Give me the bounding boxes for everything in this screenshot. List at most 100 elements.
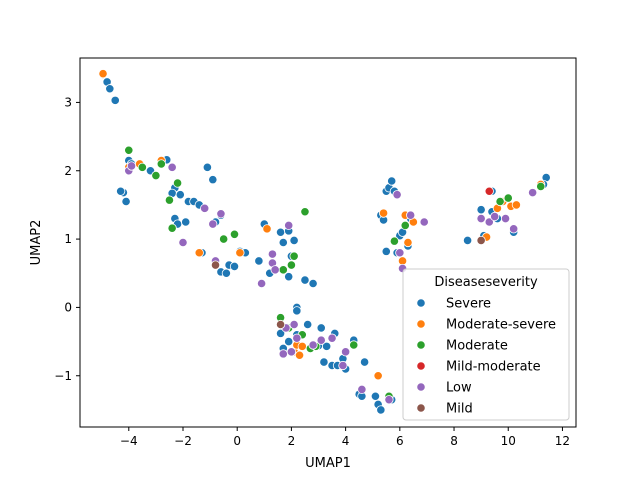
data-point	[338, 360, 348, 371]
x-axis-label: UMAP1	[305, 456, 351, 471]
data-point	[208, 175, 218, 185]
data-point	[202, 162, 212, 172]
plot-frame	[79, 57, 577, 428]
data-point	[286, 260, 297, 270]
x-tick-label: 10	[501, 434, 516, 448]
data-point	[476, 235, 486, 246]
data-point	[378, 208, 389, 218]
data-point	[376, 405, 386, 415]
data-point	[286, 347, 297, 357]
legend-title: Diseaseseverity	[434, 275, 538, 290]
legend-label: Mild	[446, 402, 473, 417]
x-tick-label: 12	[555, 434, 570, 448]
data-point	[256, 278, 267, 289]
data-point	[105, 84, 115, 94]
data-point	[490, 211, 500, 222]
data-point	[297, 341, 307, 351]
data-point	[275, 319, 286, 330]
data-point	[98, 69, 108, 79]
data-point	[406, 210, 416, 220]
y-tick-label: −1	[54, 369, 72, 383]
data-point	[126, 161, 137, 171]
data-point	[395, 248, 405, 258]
data-point	[278, 237, 288, 248]
data-point	[216, 209, 226, 219]
y-axis-label: UMAP2	[29, 220, 44, 266]
legend-marker	[416, 319, 426, 329]
data-point	[200, 203, 210, 213]
data-point	[327, 333, 337, 343]
data-point	[403, 237, 413, 248]
data-point	[194, 248, 204, 258]
data-point	[278, 349, 288, 359]
data-point	[370, 391, 381, 401]
data-point	[384, 395, 394, 405]
legend-label: Severe	[446, 297, 491, 312]
data-point	[289, 251, 299, 261]
x-tick-label: 8	[450, 434, 458, 448]
legend: Diseaseseverity Severe Moderate-severe Mod…	[402, 268, 570, 421]
data-point	[359, 357, 370, 367]
data-point	[509, 224, 519, 234]
legend-label: Moderate-severe	[446, 318, 556, 333]
x-tick-label: 2	[288, 434, 296, 448]
data-point	[536, 181, 546, 192]
legend-marker	[416, 382, 426, 392]
data-point	[221, 268, 231, 278]
data-point	[462, 235, 473, 246]
legend-box	[402, 268, 570, 421]
data-point	[373, 371, 383, 381]
y-axis-ticks: −1 0 1 2 3	[54, 95, 80, 383]
data-point	[235, 248, 245, 258]
data-point	[275, 227, 286, 237]
data-point	[270, 265, 280, 275]
data-point	[381, 246, 391, 256]
y-tick-label: 0	[64, 300, 72, 314]
data-point	[208, 219, 218, 229]
legend-label: Low	[446, 381, 472, 396]
data-point	[229, 261, 240, 272]
data-points	[98, 69, 551, 415]
data-point	[300, 207, 310, 217]
data-point	[267, 249, 278, 259]
x-tick-label: 4	[342, 434, 350, 448]
data-point	[292, 306, 302, 316]
data-point	[500, 213, 511, 224]
x-axis-ticks: −4 −2 0 2 4 6 8 10 12	[120, 427, 570, 448]
data-point	[254, 256, 264, 266]
data-point	[322, 341, 332, 351]
data-point	[164, 195, 175, 205]
data-point	[178, 237, 188, 248]
data-point	[181, 217, 191, 227]
data-point	[284, 220, 294, 231]
data-point	[284, 336, 294, 347]
data-point	[124, 145, 134, 155]
data-point	[278, 265, 288, 275]
legend-marker	[416, 340, 426, 350]
data-point	[495, 196, 505, 207]
data-point	[419, 217, 429, 227]
data-point	[151, 170, 161, 181]
data-point	[476, 205, 486, 215]
data-point	[284, 272, 294, 282]
legend-marker	[416, 361, 426, 371]
data-point	[172, 178, 183, 188]
data-point	[121, 196, 131, 207]
legend-label: Moderate	[446, 339, 508, 354]
y-tick-label: 1	[64, 232, 72, 246]
data-point	[341, 347, 351, 357]
data-point	[511, 200, 521, 210]
data-point	[392, 190, 402, 200]
x-tick-label: −2	[174, 434, 192, 448]
data-point	[316, 335, 326, 345]
data-point	[319, 357, 329, 367]
data-point	[316, 323, 326, 333]
legend-marker	[416, 403, 426, 413]
data-point	[289, 319, 299, 330]
data-point	[229, 229, 240, 239]
data-point	[528, 188, 538, 198]
data-point	[137, 162, 147, 172]
x-tick-label: −4	[120, 434, 138, 448]
data-point	[300, 275, 310, 285]
